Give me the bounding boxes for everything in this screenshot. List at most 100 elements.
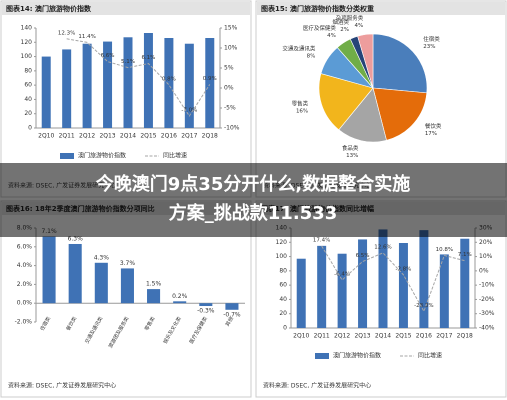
data-label: 4.3% xyxy=(94,254,110,261)
slice-value: 16% xyxy=(296,108,308,114)
line xyxy=(66,38,211,117)
bar xyxy=(296,258,306,328)
line xyxy=(321,245,465,313)
slice-label: 食品类 xyxy=(342,144,359,152)
data-label: 12.3% xyxy=(58,30,75,36)
bar xyxy=(143,33,153,128)
data-label: 6.5% xyxy=(356,253,370,259)
y2-tick-label: -30% xyxy=(479,310,495,317)
bar xyxy=(41,56,51,129)
x-tick-label: 2Q17 xyxy=(436,333,452,340)
legend-swatch xyxy=(60,153,74,159)
y-tick-label: 0 xyxy=(283,325,287,332)
data-label: 6.3% xyxy=(68,235,84,242)
data-label: 17.4% xyxy=(313,238,330,244)
legend-label: 同比增速 xyxy=(418,352,442,360)
data-label: 1.5% xyxy=(146,281,162,288)
slice-label: 烟酒类 xyxy=(332,18,349,26)
slice-value: 23% xyxy=(423,44,435,50)
data-label: -6.4% xyxy=(334,272,350,278)
y-tick-label: 2.0% xyxy=(17,281,33,288)
y2-tick-label: 10% xyxy=(479,253,493,260)
bar xyxy=(199,303,213,307)
data-label: 0.8% xyxy=(162,76,176,82)
slice-label: 医疗及保健类 xyxy=(303,24,337,32)
data-label: -28.3% xyxy=(414,303,433,309)
data-label: 0.2% xyxy=(172,293,188,300)
y-tick-label: 100 xyxy=(21,53,33,60)
x-tick-label: 2Q17 xyxy=(181,133,197,140)
chart-title: 图表14: 澳门旅游物价指数 xyxy=(6,4,92,13)
x-tick-label: 2Q12 xyxy=(79,133,95,140)
data-label: 5.1% xyxy=(121,59,135,65)
y2-tick-label: -10% xyxy=(479,282,495,289)
bar xyxy=(147,289,161,304)
data-label: 11.4% xyxy=(78,34,95,40)
data-label: -0.3% xyxy=(197,308,215,315)
bar xyxy=(82,43,92,128)
x-tick-label: 2Q10 xyxy=(293,333,309,340)
data-label: 3.7% xyxy=(120,260,136,267)
y2-tick-label: -10% xyxy=(224,125,240,132)
overlay-title: 方案_挑战款11.533 xyxy=(169,202,337,224)
pie-slice xyxy=(372,33,428,94)
slice-label: 住宿类 xyxy=(423,35,440,43)
bar xyxy=(460,238,470,328)
y-tick-label: 60 xyxy=(279,282,287,289)
bar xyxy=(439,254,449,328)
y2-tick-label: 15% xyxy=(224,25,238,32)
data-label: 6.6% xyxy=(101,53,115,59)
legend-label: 澳门旅游物价指数 xyxy=(333,352,381,360)
slice-value: 4% xyxy=(327,33,336,39)
pie-slice xyxy=(318,73,374,131)
bar xyxy=(68,243,82,304)
pie-slice xyxy=(338,87,387,143)
y-tick-label: 120 xyxy=(276,239,288,246)
pie-slice xyxy=(372,87,428,141)
y2-tick-label: 5% xyxy=(224,65,234,72)
x-tick-label: 2Q15 xyxy=(395,333,411,340)
y2-tick-label: 0% xyxy=(479,267,489,274)
bar xyxy=(120,268,134,304)
x-tick-label: 2Q15 xyxy=(140,133,156,140)
x-tick-label: 2Q13 xyxy=(99,133,115,140)
y-tick-label: 140 xyxy=(21,25,33,32)
legend-label: 同比增速 xyxy=(163,152,187,160)
y-tick-label: 0 xyxy=(28,125,32,132)
source: 资料来源: DSEC, 广发证券发展研究中心 xyxy=(8,382,116,390)
x-tick-label: 2Q14 xyxy=(375,333,391,340)
y-tick-label: -2.0% xyxy=(15,319,33,326)
source: 资料来源: DSEC, 广发证券发展研究中心 xyxy=(263,382,371,390)
bar xyxy=(173,301,187,304)
x-tick-label: 2Q18 xyxy=(202,133,218,140)
x-tick-label: 2Q18 xyxy=(457,333,473,340)
y2-tick-label: -5% xyxy=(224,105,236,112)
slice-label: 零售类 xyxy=(292,99,309,107)
bar xyxy=(337,253,347,328)
bar xyxy=(378,229,388,328)
data-label: -0.7% xyxy=(223,311,241,318)
chart-title: 图表15: 澳门旅游物价指数分类权重 xyxy=(261,4,374,13)
bar xyxy=(62,49,72,128)
slice-label: 餐饮类 xyxy=(425,122,442,130)
data-label: -2.8% xyxy=(395,266,411,272)
bar xyxy=(103,41,113,129)
x-tick-label: 2Q12 xyxy=(334,333,350,340)
slice-value: 17% xyxy=(425,131,437,137)
data-label: 7.1% xyxy=(458,252,472,258)
title-bar xyxy=(2,2,250,15)
data-label: -7.0% xyxy=(181,108,197,114)
x-tick-label: 2Q10 xyxy=(38,133,54,140)
data-label: 6.1% xyxy=(141,55,155,61)
y2-tick-label: -20% xyxy=(479,296,495,303)
x-tick-label: 其他 xyxy=(224,315,235,327)
bar xyxy=(184,43,194,128)
bar xyxy=(42,236,56,304)
bar xyxy=(398,243,408,328)
slice-value: 2% xyxy=(340,27,349,33)
y-tick-label: 0.0% xyxy=(17,300,33,307)
bar xyxy=(94,262,108,304)
bar xyxy=(358,239,368,328)
y-tick-label: 120 xyxy=(21,39,33,46)
slice-label: 杂项服务类 xyxy=(336,14,364,22)
